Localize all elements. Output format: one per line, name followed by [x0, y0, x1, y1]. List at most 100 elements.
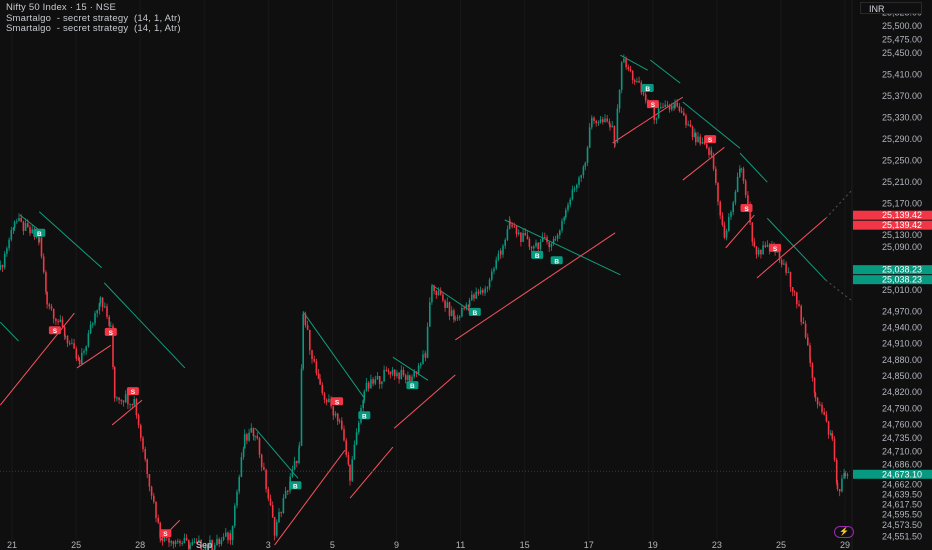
candle-body — [12, 227, 15, 230]
candle-body — [417, 365, 420, 374]
candle-body — [118, 397, 120, 400]
sell-signal-label: S — [163, 531, 168, 538]
candle-body — [351, 459, 353, 481]
downtrend-line — [392, 356, 429, 381]
time-tick-label: 11 — [456, 540, 465, 550]
candle-body — [642, 92, 645, 95]
candle-body — [479, 290, 482, 294]
candle-body — [620, 62, 623, 90]
candle-body — [537, 242, 539, 250]
candle-body — [284, 490, 287, 499]
sell-signal-label: S — [53, 328, 58, 335]
buy-signal-marker — [33, 228, 46, 237]
time-tick-label: 21 — [7, 540, 17, 550]
candle-body — [614, 142, 616, 144]
price-axis-background[interactable] — [852, 0, 932, 550]
candle-body — [666, 104, 669, 106]
candle-body — [296, 460, 298, 463]
candle-body — [131, 403, 134, 405]
time-axis[interactable]: 21 25 28 Sep 3 5 9 11 15 17 19 23 25 29 — [7, 540, 850, 550]
candle-body — [546, 237, 548, 243]
candle-body — [838, 489, 841, 492]
symbol-title[interactable]: Nifty 50 Index · 15 · NSE — [6, 2, 117, 13]
downtrend-line — [103, 282, 186, 369]
candle-body — [112, 325, 114, 367]
candle-body — [133, 399, 135, 405]
candle-body — [325, 399, 328, 403]
candle-body — [747, 195, 749, 205]
candle-body — [582, 166, 585, 176]
candle-body — [493, 268, 495, 272]
candle-body — [135, 399, 138, 416]
candle-body — [744, 180, 747, 196]
lightning-icon[interactable]: ⚡ — [834, 526, 854, 538]
price-axis[interactable]: 25,525.0025,500.0025,475.0025,450.0025,4… — [882, 8, 922, 542]
currency-button[interactable]: INR — [860, 2, 922, 14]
candle-body — [730, 212, 732, 217]
indicator-legend-2[interactable]: Smartalgo - secret strategy (14, 1, Atr) — [6, 23, 181, 34]
candle-body — [544, 237, 546, 239]
candle-body — [444, 300, 446, 308]
candle-body — [809, 358, 811, 364]
candle-body — [258, 438, 261, 455]
candle-body — [762, 245, 764, 255]
candle-body — [683, 112, 685, 116]
candle-body — [271, 505, 274, 517]
sell-signal-label: S — [744, 206, 749, 213]
candle-body — [841, 478, 843, 492]
candle-body — [740, 168, 743, 170]
candle-body — [64, 336, 67, 338]
candle-body — [833, 439, 836, 460]
candle-body — [179, 541, 181, 544]
time-tick-label: Sep — [196, 540, 213, 550]
candle-body — [764, 245, 767, 247]
candle-body — [535, 242, 537, 247]
price-tick-label: 24,940.00 — [882, 323, 922, 333]
candle-body — [315, 361, 318, 374]
candle-body — [3, 253, 6, 268]
candle-body — [454, 318, 457, 320]
candle-body — [435, 291, 438, 295]
price-tick-label: 25,090.00 — [882, 242, 922, 252]
candle-body — [75, 348, 78, 359]
candle-body — [701, 141, 704, 144]
candle-body — [437, 291, 440, 295]
price-tick-label: 25,450.00 — [882, 48, 922, 58]
candle-body — [753, 241, 756, 247]
candle-body — [398, 372, 400, 380]
candle-body — [8, 239, 10, 249]
candle-body — [821, 404, 823, 413]
price-tick-label: 24,880.00 — [882, 355, 922, 365]
candle-body — [328, 398, 330, 403]
candle-body — [120, 399, 123, 401]
candle-body — [424, 353, 427, 358]
time-tick-label: 3 — [266, 540, 271, 550]
candle-body — [618, 89, 621, 109]
candle-body — [541, 237, 544, 242]
candle-body — [809, 345, 811, 359]
candle-body — [486, 287, 489, 289]
time-tick-label: 9 — [394, 540, 399, 550]
price-tick-label: 25,170.00 — [882, 199, 922, 209]
indicator-legend-1[interactable]: Smartalgo - secret strategy (14, 1, Atr) — [6, 12, 181, 24]
candle-body — [495, 259, 497, 269]
time-tick-label: 15 — [520, 540, 530, 550]
price-tick-label: 25,330.00 — [882, 113, 922, 123]
candle-body — [66, 336, 69, 344]
candle-body — [633, 80, 636, 82]
candle-body — [830, 433, 832, 435]
price-tick-label: 25,010.00 — [882, 285, 922, 295]
candle-body — [92, 323, 94, 325]
candle-body — [148, 474, 151, 487]
candle-body — [94, 313, 96, 324]
candle-body — [687, 124, 689, 126]
candle-body — [456, 317, 459, 319]
price-tick-label: 25,290.00 — [882, 134, 922, 144]
candle-body — [467, 304, 470, 307]
candle-body — [458, 316, 461, 318]
candle-body — [717, 182, 719, 202]
price-label-badge — [853, 220, 932, 230]
candle-body — [291, 469, 294, 477]
candle-body — [422, 354, 424, 364]
